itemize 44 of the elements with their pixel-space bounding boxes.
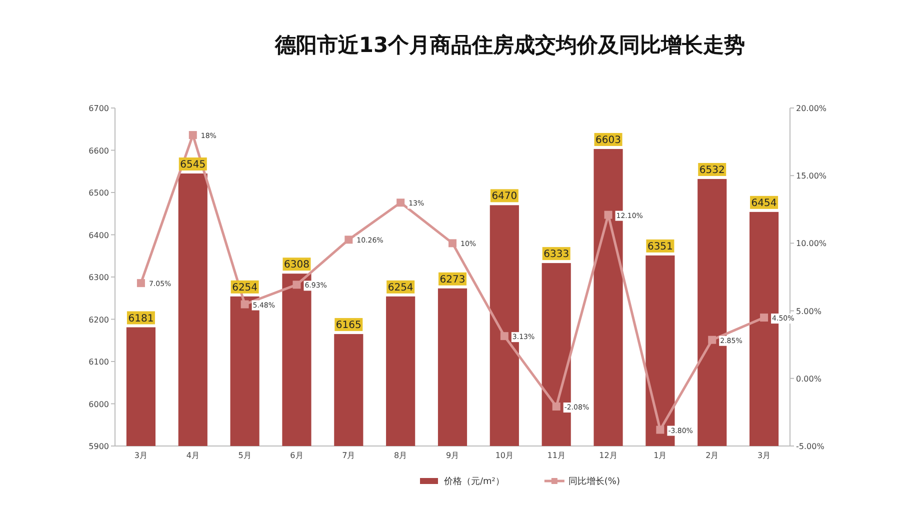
x-tick-label: 8月 — [394, 451, 408, 460]
legend-label: 同比增长(%) — [568, 476, 620, 487]
point — [188, 131, 197, 140]
point — [344, 236, 353, 244]
x-tick-label: 3月 — [757, 451, 771, 460]
y2-tick-label: 20.00% — [796, 104, 827, 113]
x-tick-label: 4月 — [186, 451, 200, 460]
x-tick-label: 2月 — [706, 451, 719, 460]
y2-tick-label: -5.00% — [796, 442, 825, 451]
point — [604, 210, 612, 219]
point — [448, 239, 456, 248]
point — [552, 402, 560, 411]
y-tick-label: 5900 — [88, 442, 109, 451]
point — [136, 279, 145, 288]
x-tick-label: 3月 — [134, 451, 148, 460]
y2-tick-label: 15.00% — [796, 172, 827, 181]
point — [500, 332, 508, 340]
x-tick-label: 5月 — [238, 451, 252, 460]
point — [240, 300, 249, 308]
y-tick-label: 6600 — [88, 146, 109, 156]
x-tick-label: 7月 — [342, 451, 356, 460]
y-tick-label: 6200 — [88, 315, 109, 324]
y-tick-label: 6000 — [88, 400, 109, 409]
x-tick-label: 6月 — [290, 451, 304, 460]
chart-title: 德阳市近13个月商品住房成交均价及同比增长走势 — [274, 33, 746, 57]
point — [760, 314, 768, 322]
legend-label: 价格（元/m²） — [443, 476, 504, 487]
x-tick-label: 10月 — [495, 451, 514, 460]
y-tick-label: 6300 — [88, 273, 109, 282]
y2-tick-label: 5.00% — [796, 306, 822, 316]
y-tick-label: 6100 — [88, 358, 109, 366]
point — [656, 426, 664, 434]
y-tick-label: 6700 — [88, 104, 109, 113]
point — [708, 336, 716, 344]
x-tick-label: 1月 — [654, 451, 667, 460]
point — [292, 280, 301, 289]
y2-tick-label: 10.00% — [796, 239, 827, 248]
y-tick-label: 6500 — [88, 188, 109, 198]
x-tick-label: 12月 — [599, 451, 618, 460]
point — [396, 198, 405, 207]
x-tick-label: 11月 — [547, 451, 566, 460]
y2-tick-label: 0.00% — [796, 374, 822, 384]
x-tick-label: 9月 — [446, 451, 460, 460]
y-tick-label: 6400 — [88, 230, 109, 240]
